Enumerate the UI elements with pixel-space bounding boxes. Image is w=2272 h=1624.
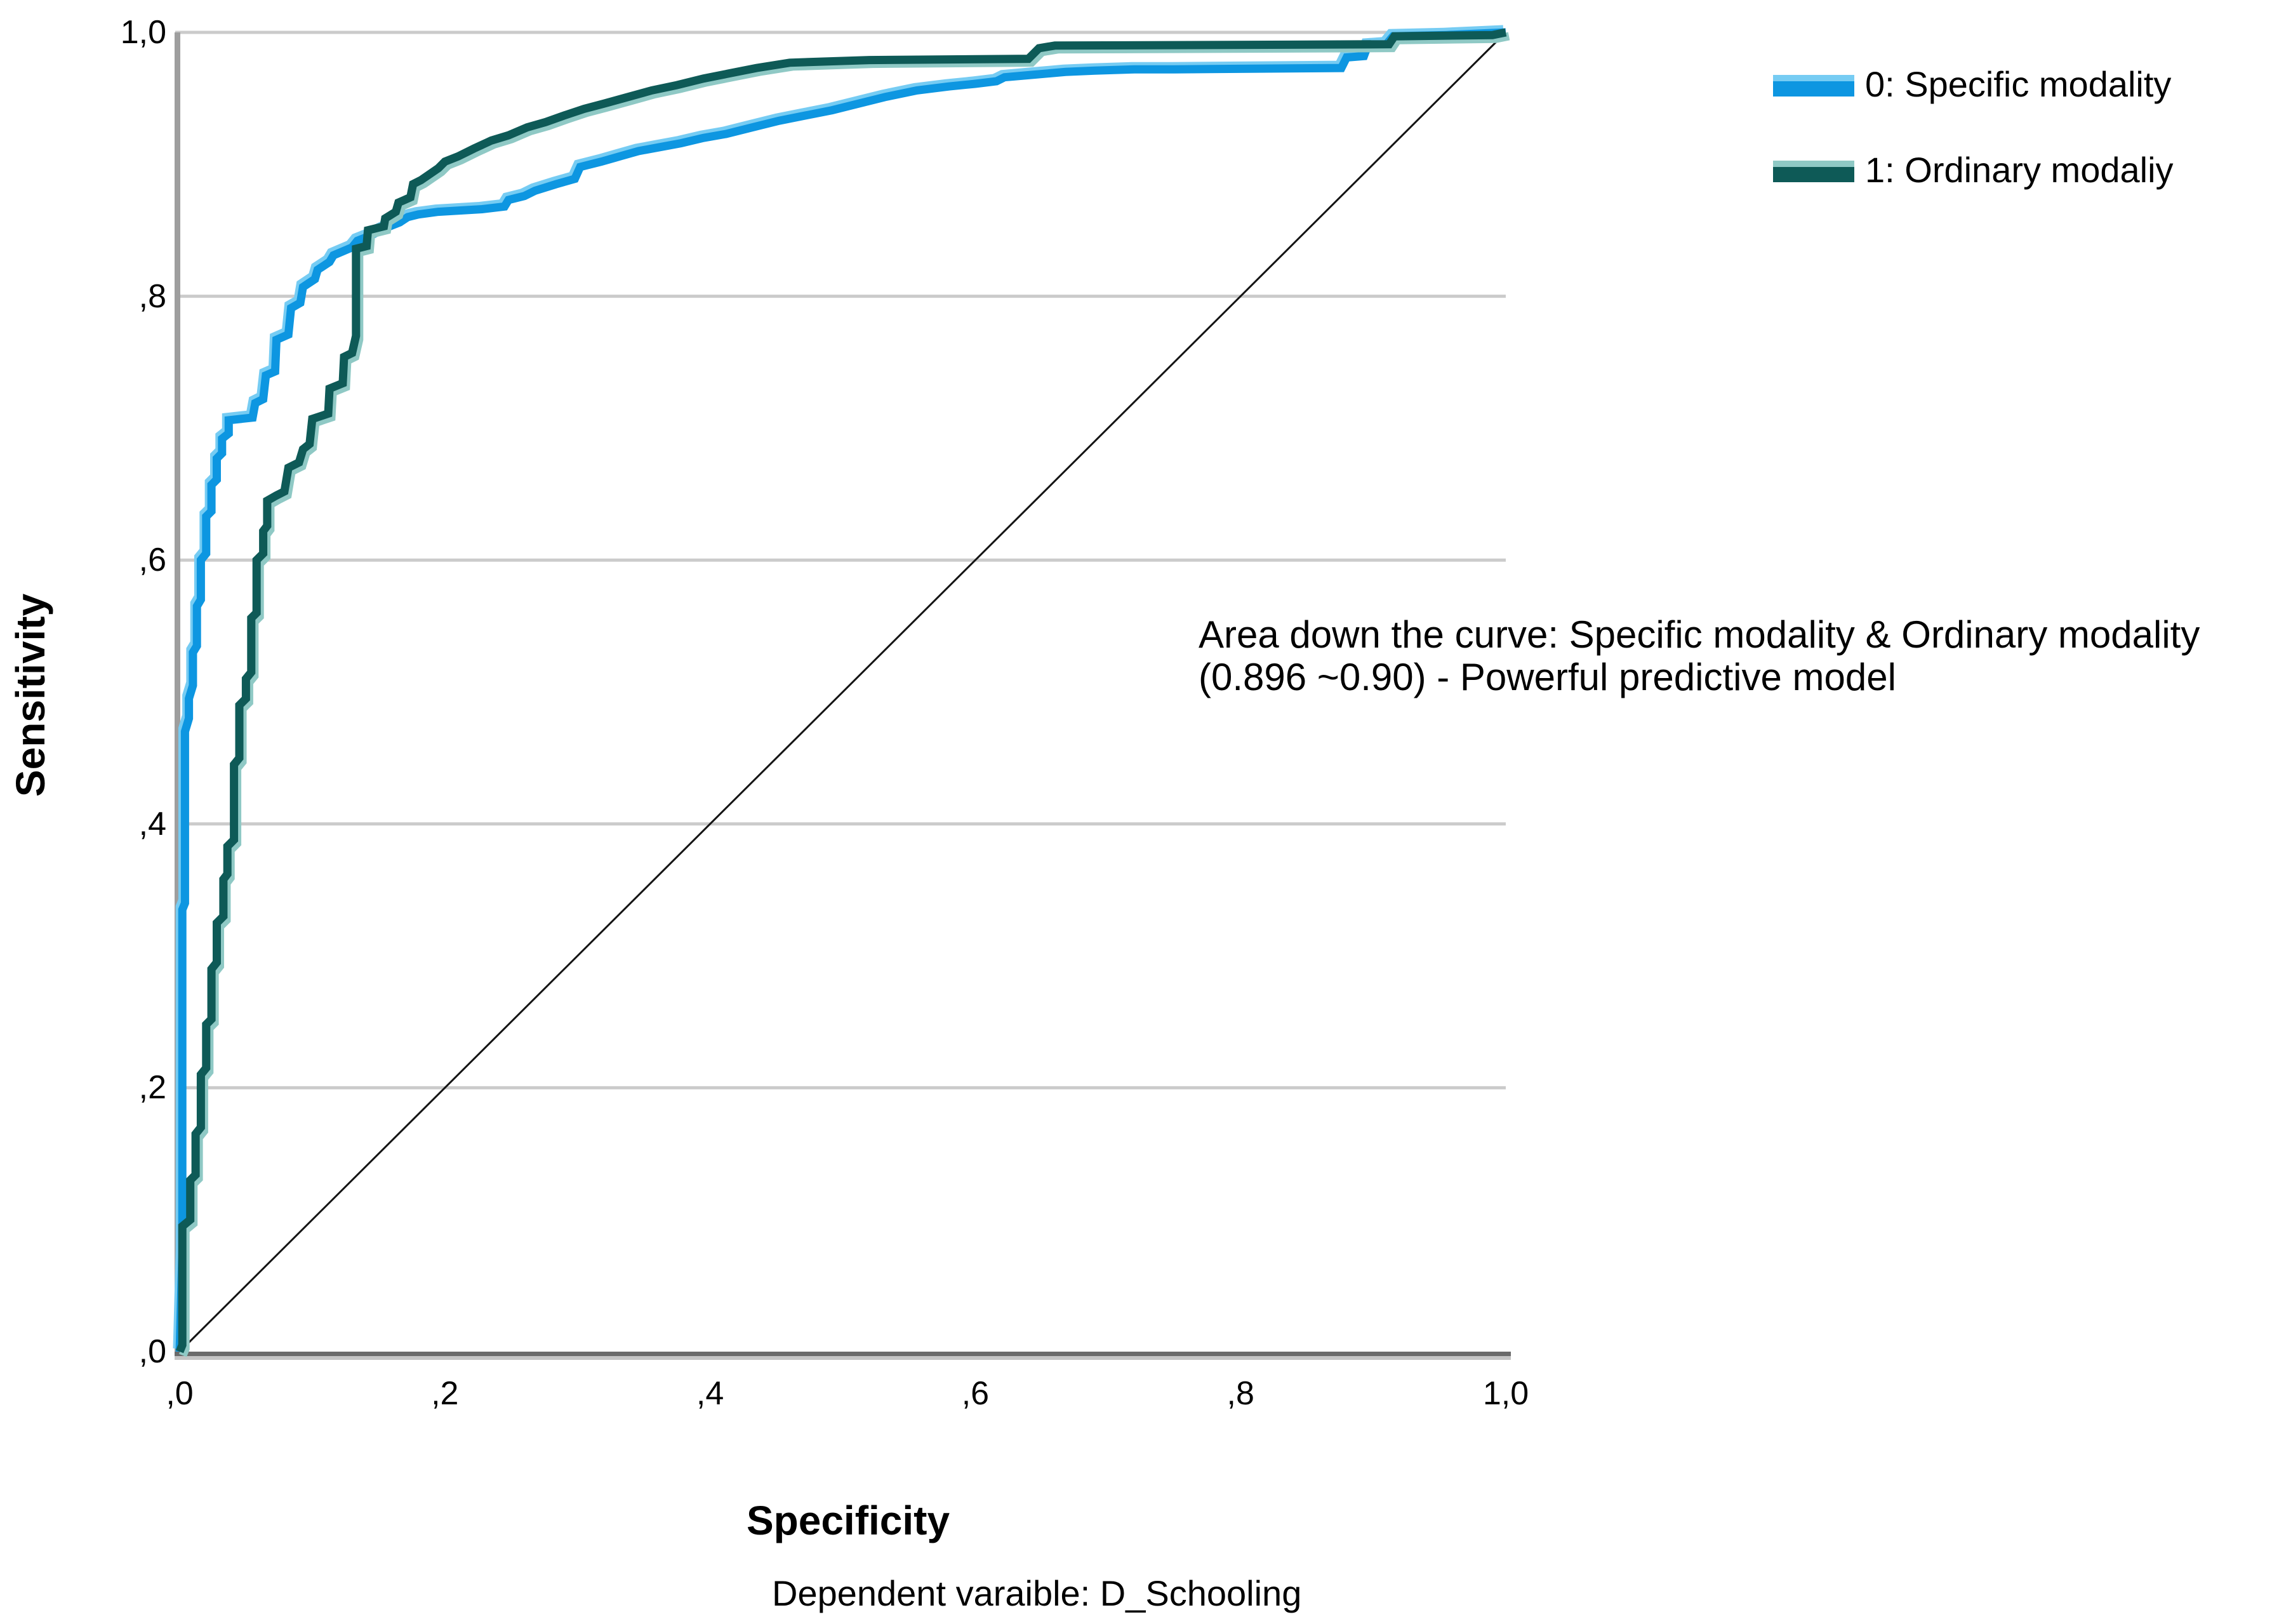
auc-annotation-text: Area down the curve: Specific modality &…	[1199, 613, 2200, 698]
legend-line-swatch-teal	[1773, 161, 1854, 182]
legend-item-ordinary-modality: 1: Ordinary modaliy	[1771, 143, 2272, 229]
legend-item-specific-modality: 0: Specific modality	[1771, 57, 2272, 143]
x-tick-label: ,4	[696, 1375, 724, 1412]
legend: 0: Specific modality 1: Ordinary modaliy	[1771, 57, 2272, 229]
dependent-variable-caption: Dependent varaible: D_Schooling	[772, 1573, 1302, 1613]
y-tick-label: ,8	[138, 277, 166, 315]
y-axis-line	[175, 32, 180, 1360]
x-tick-label: ,0	[166, 1375, 194, 1412]
legend-label: 0: Specific modality	[1865, 64, 2172, 104]
roc-curve-ordinary-modality	[175, 28, 1507, 1354]
y-tick-label: ,0	[138, 1333, 166, 1370]
x-tick-label: ,2	[431, 1375, 459, 1412]
y-tick-label: ,4	[138, 805, 166, 842]
legend-swatch-halo	[1773, 75, 1854, 83]
diagonal-reference-line	[178, 31, 1507, 1353]
legend-label: 1: Ordinary modaliy	[1865, 150, 2174, 190]
legend-swatch-line	[1773, 167, 1854, 182]
y-tick-label: ,2	[138, 1069, 166, 1107]
roc-curve-specific-modality	[175, 28, 1506, 1352]
legend-swatch-halo	[1773, 161, 1854, 168]
x-axis-title: Specificity	[746, 1498, 950, 1543]
x-tick-label: ,6	[961, 1375, 990, 1412]
x-axis-line-lower	[175, 1356, 1511, 1360]
x-tick-label: 1,0	[1482, 1375, 1529, 1412]
x-tick-label: ,8	[1226, 1375, 1254, 1412]
y-axis-title: Sensitivity	[8, 593, 53, 797]
legend-swatch-line	[1773, 81, 1854, 97]
y-tick-label: ,6	[138, 542, 166, 579]
legend-line-swatch-blue	[1773, 75, 1854, 97]
x-axis-line	[175, 1352, 1511, 1356]
y-tick-label: 1,0	[120, 14, 166, 51]
